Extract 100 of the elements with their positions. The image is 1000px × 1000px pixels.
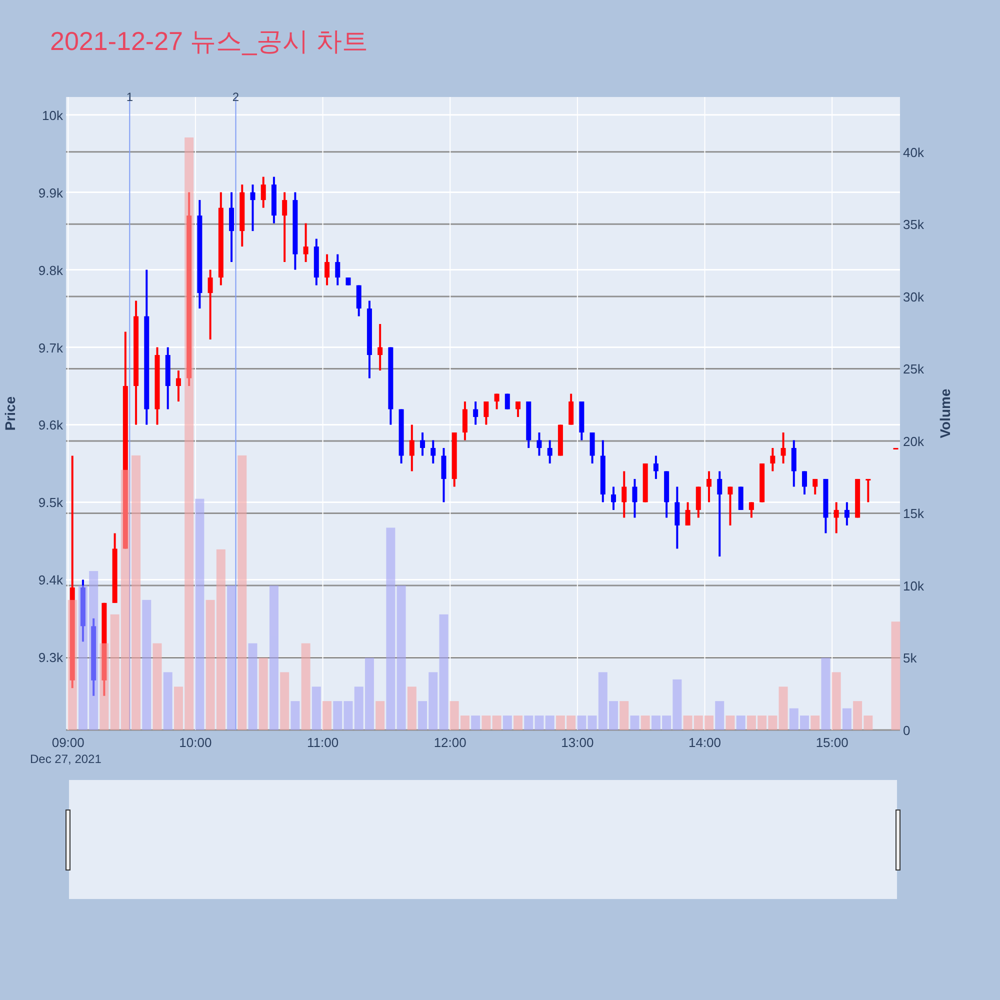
candlestick (536, 431, 542, 457)
bar (312, 686, 321, 730)
y-tick-label: 9.4k (38, 572, 64, 588)
bar (450, 701, 459, 730)
candlestick (780, 431, 786, 464)
y2-tick-label: 30k (903, 289, 924, 304)
bar (110, 614, 120, 730)
candlestick (516, 400, 521, 418)
bar (778, 686, 788, 730)
bar (290, 701, 300, 730)
bar (238, 455, 247, 730)
bar (152, 643, 162, 730)
y2-tick-label: 35k (903, 217, 924, 232)
bar (396, 585, 406, 730)
candlestick (229, 191, 234, 264)
x-tick-label: 14:00 (688, 735, 722, 750)
bar (832, 672, 841, 730)
candlestick (622, 470, 627, 519)
bar (864, 716, 873, 730)
bar (386, 528, 396, 730)
bar (524, 716, 534, 730)
bar (630, 716, 640, 730)
candlestick (208, 268, 213, 341)
x-tick-label: 12:00 (434, 735, 466, 750)
bar (768, 716, 778, 730)
candlestick (420, 431, 426, 457)
bar (609, 701, 618, 730)
ref-line-label: 1 (126, 90, 134, 104)
bar (492, 716, 502, 730)
y-tick-label: 9.9k (38, 185, 64, 200)
bar (842, 708, 852, 730)
candlestick (706, 470, 712, 504)
bar (502, 716, 512, 730)
bar (758, 716, 767, 730)
bar (460, 716, 470, 730)
y2-tick-label: 15k (903, 506, 924, 522)
candlestick (282, 191, 288, 264)
bar (694, 716, 703, 730)
candlestick (717, 470, 722, 558)
candlestick (303, 222, 308, 264)
bar (726, 716, 735, 730)
candlestick (473, 400, 478, 426)
bar (184, 137, 194, 730)
bar (280, 672, 290, 730)
candlestick (728, 486, 733, 526)
bar (736, 716, 746, 730)
candlestick (674, 486, 680, 550)
candlestick (176, 370, 181, 402)
x-tick-label: 09:00 (52, 735, 84, 750)
candlestick (834, 501, 839, 534)
bar (364, 658, 374, 730)
candlestick (611, 486, 616, 511)
y2-tick-label: 20k (903, 434, 924, 449)
candlestick (802, 470, 808, 496)
bar (715, 701, 724, 730)
y-tick-label: 9.6k (38, 418, 64, 433)
bar (354, 686, 364, 730)
candlestick (260, 176, 266, 209)
x-tick-label: 15:00 (816, 735, 848, 750)
candlestick (748, 501, 754, 519)
bar (269, 585, 278, 730)
bar (89, 571, 98, 730)
y-tick-label: 9.3k (38, 650, 64, 666)
y-tick-label: 9.5k (38, 495, 64, 510)
y-tick-label: 9.8k (38, 262, 64, 278)
candlestick (590, 431, 595, 464)
candlestick (812, 478, 818, 496)
bar (322, 701, 332, 730)
candlestick (378, 323, 383, 372)
candlestick (250, 184, 256, 232)
text: Dec 27, 2021 (30, 752, 102, 766)
candlestick (770, 446, 776, 472)
candlestick (547, 439, 552, 464)
candlestick (504, 392, 510, 410)
bar (683, 716, 692, 730)
candlestick (409, 424, 414, 472)
candlestick (335, 253, 340, 286)
bar (651, 716, 660, 730)
bar (301, 643, 310, 730)
bar (514, 716, 523, 730)
bar (333, 701, 342, 730)
x-tick-label: 13:00 (561, 735, 594, 750)
y-tick-label: 10k (42, 108, 64, 123)
chart-title: 2021-12-27 뉴스_공시 차트 (50, 26, 368, 56)
y-tick-label: 9.7k (38, 340, 64, 356)
bar (482, 716, 491, 730)
candlestick (484, 400, 489, 426)
bar (471, 716, 480, 730)
bar (545, 716, 554, 730)
ref-line-label: 2 (232, 90, 240, 104)
bar (810, 716, 820, 730)
candlestick (441, 446, 446, 504)
y2-tick-label: 5k (903, 650, 918, 666)
bar (821, 658, 830, 730)
y-axis-title: Price (2, 396, 18, 431)
candlestick (685, 501, 690, 526)
bar (344, 701, 353, 730)
bar (216, 549, 226, 730)
bar (672, 679, 682, 730)
candlestick (430, 439, 436, 464)
